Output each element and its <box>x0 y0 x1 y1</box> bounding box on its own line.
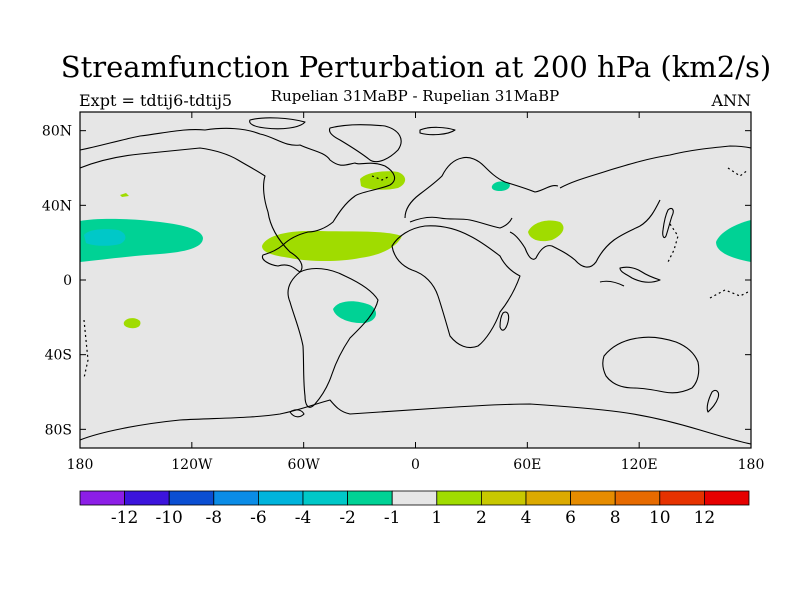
map-background <box>80 112 751 448</box>
colorbar-label: -4 <box>295 508 312 528</box>
colorbar-label: 10 <box>649 508 671 528</box>
dashed-coast-fragments <box>83 167 749 379</box>
colorbar-label: 1 <box>431 508 442 528</box>
colorbar-swatch <box>659 490 705 506</box>
west-pacific-negative <box>716 220 751 262</box>
x-tick-label: 180 <box>738 457 765 473</box>
colorbar-label: 2 <box>476 508 487 528</box>
black-sea-negative <box>491 181 510 191</box>
north-atlantic-island-dashes <box>371 175 391 181</box>
y-tick-label: 40S <box>45 348 72 364</box>
colorbar-label: 8 <box>610 508 621 528</box>
southeast-asia-islands-coastline <box>599 266 661 287</box>
colorbar-swatch <box>480 490 527 506</box>
y-tick-label: 40N <box>42 198 72 214</box>
colorbar-swatch <box>525 490 571 506</box>
colorbar-label: 4 <box>521 508 532 528</box>
antarctica-coastline <box>80 399 751 445</box>
colorbar-swatch <box>302 490 348 506</box>
colorbar-swatch <box>614 490 661 506</box>
period-label: Rupelian 31MaBP - Rupelian 31MaBP <box>270 87 560 105</box>
arctic-islands-coastline <box>249 117 456 136</box>
europe-coastline <box>404 156 559 219</box>
y-tick-label: 80S <box>45 422 72 438</box>
arabian-sea-positive <box>528 220 564 242</box>
east-asia-island-dashes <box>727 167 749 177</box>
tropical-atlantic-positive <box>262 230 402 261</box>
colorbar-label: -8 <box>206 508 223 528</box>
colorbar-label: -2 <box>339 508 356 528</box>
south-pacific-positive <box>123 318 141 329</box>
pacific-island-chain-dashes <box>709 289 749 299</box>
colorbar-swatch <box>391 490 438 506</box>
colorbar-swatch <box>79 490 125 506</box>
south-pacific-island-dashes <box>83 319 89 379</box>
north-pacific-west-positive-speck <box>120 193 129 197</box>
south-atlantic-negative <box>333 301 377 324</box>
colorbar-swatch <box>213 490 259 506</box>
north-pacific-east-core <box>84 229 126 246</box>
colorbar-swatch <box>570 490 616 506</box>
colorbar-swatch <box>257 490 304 506</box>
anomaly-fill-layer <box>80 171 751 329</box>
colorbar-label: -12 <box>111 508 138 528</box>
colorbar-swatch <box>124 490 170 506</box>
season-label: ANN <box>711 91 751 110</box>
colorbar-labels: -12 -10 -8 -6 -4 -2 -1 1 2 4 6 8 10 12 <box>111 508 715 528</box>
coastline-layer <box>80 117 751 445</box>
colorbar-label: -6 <box>250 508 267 528</box>
south-america-coastline <box>287 267 379 408</box>
antarctic-peninsula-coastline <box>289 409 305 418</box>
chart-title: Streamfunction Perturbation at 200 hPa (… <box>60 50 772 84</box>
x-tick-label: 180 <box>67 457 94 473</box>
north-america-coastline <box>80 127 396 273</box>
y-tick-label: 0 <box>63 273 72 289</box>
greenland-coastline <box>328 124 402 163</box>
colorbar-label: 6 <box>565 508 576 528</box>
asia-coastline <box>509 145 751 268</box>
colorbar-swatch <box>436 490 482 506</box>
japan-coastline <box>662 207 674 239</box>
x-tick-label: 120W <box>171 457 213 473</box>
colorbar-swatch <box>347 490 393 506</box>
madagascar-coastline <box>499 311 510 331</box>
x-tick-label: 0 <box>411 457 420 473</box>
colorbar-swatch <box>704 490 750 506</box>
australia-coastline <box>602 336 700 394</box>
west-pacific-island-dashes <box>667 223 679 263</box>
mediterranean-coastline <box>409 216 513 229</box>
axis-labels: 180 120W 60W 0 60E 120E 180 80N 40N 0 40S 80S <box>42 124 764 473</box>
y-tick-label: 80N <box>42 124 72 140</box>
experiment-label: Expt = tdtij6-tdtij5 <box>79 91 233 110</box>
colorbar-swatch <box>168 490 215 506</box>
colorbar <box>79 490 750 506</box>
colorbar-label: -1 <box>384 508 401 528</box>
x-tick-label: 120E <box>621 457 658 473</box>
colorbar-label: -10 <box>156 508 183 528</box>
colorbar-label: 12 <box>694 508 716 528</box>
x-tick-label: 60E <box>513 457 541 473</box>
africa-coastline <box>391 225 521 349</box>
new-zealand-coastline <box>706 389 720 413</box>
x-tick-label: 60W <box>288 457 321 473</box>
axis-ticks <box>79 112 752 448</box>
